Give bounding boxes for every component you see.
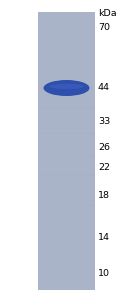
Text: 26: 26 <box>98 144 110 152</box>
Ellipse shape <box>49 84 84 89</box>
FancyBboxPatch shape <box>38 12 95 290</box>
Text: 22: 22 <box>98 164 110 173</box>
Text: 44: 44 <box>98 83 110 92</box>
Text: 18: 18 <box>98 191 110 201</box>
Ellipse shape <box>44 80 90 96</box>
Text: kDa: kDa <box>98 10 117 19</box>
Text: 14: 14 <box>98 233 110 242</box>
Text: 70: 70 <box>98 24 110 33</box>
Text: 33: 33 <box>98 118 110 126</box>
Text: 10: 10 <box>98 269 110 277</box>
